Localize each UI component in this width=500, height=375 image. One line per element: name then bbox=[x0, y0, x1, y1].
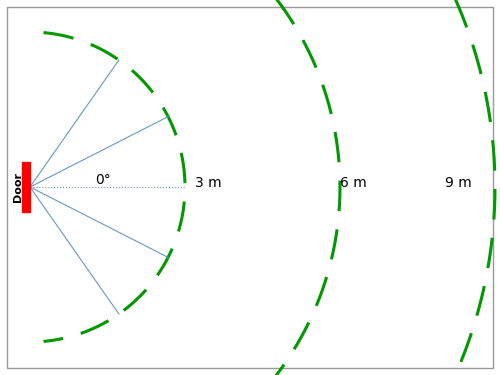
Text: 3 m: 3 m bbox=[195, 176, 222, 190]
Text: 9 m: 9 m bbox=[445, 176, 472, 190]
Bar bbox=[22, 162, 30, 212]
Text: 6 m: 6 m bbox=[340, 176, 367, 190]
Text: 0°: 0° bbox=[95, 173, 111, 187]
Text: Door: Door bbox=[13, 172, 23, 202]
